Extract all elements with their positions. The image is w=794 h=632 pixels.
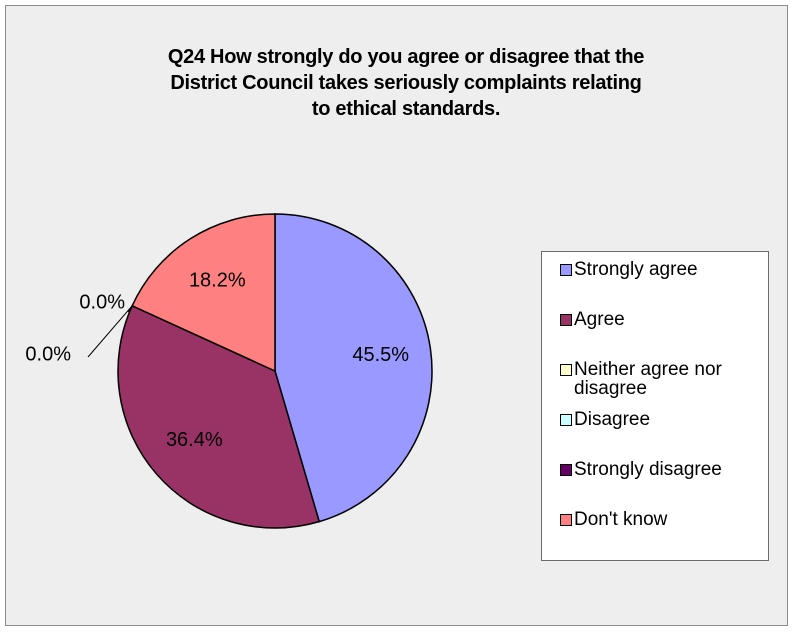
legend-label-dont-know: Don't know	[574, 510, 765, 529]
legend-swatch-neither	[560, 364, 572, 376]
legend-label-strongly-agree: Strongly agree	[574, 260, 765, 279]
legend-label-neither: Neither agree nor disagree	[574, 360, 765, 398]
legend-item-disagree: Disagree	[560, 410, 765, 429]
data-label-disagree: 0.0%	[79, 291, 125, 313]
legend-label-strongly-agree-line-1: Strongly agree	[574, 259, 698, 280]
chart-title-line-2: District Council takes seriously complai…	[170, 72, 642, 94]
legend-swatch-strongly-disagree	[560, 464, 572, 476]
legend-label-agree-line-1: Agree	[574, 309, 625, 330]
legend-item-agree: Agree	[560, 310, 765, 329]
legend-item-strongly-disagree: Strongly disagree	[560, 460, 765, 479]
data-label-neither: 0.0%	[25, 343, 71, 365]
pie-slice-strongly-agree	[274, 213, 433, 523]
pie-slice-dont-know	[131, 213, 276, 373]
legend-item-dont-know: Don't know	[560, 510, 765, 529]
data-label-dont-know: 18.2%	[189, 269, 246, 291]
pie-slice-agree	[117, 304, 321, 529]
chart-title-line-3: to ethical standards.	[311, 98, 501, 120]
data-label-strongly-agree: 45.5%	[352, 344, 409, 366]
legend: Strongly agree Agree Neither agree nor d…	[541, 251, 769, 561]
legend-label-disagree-line-1: Disagree	[574, 409, 651, 430]
legend-label-neither-line-1: Neither agree nor	[574, 359, 722, 380]
legend-label-strongly-disagree-line-1: Strongly disagree	[574, 459, 722, 480]
legend-label-neither-line-2: disagree	[574, 378, 647, 399]
legend-label-dont-know-line-1: Don't know	[574, 509, 668, 530]
legend-item-neither: Neither agree nor disagree	[560, 360, 765, 398]
data-label-agree: 36.4%	[166, 429, 223, 451]
legend-swatch-agree	[560, 314, 572, 326]
leader-line-disagree	[127, 305, 133, 313]
legend-swatch-dont-know	[560, 514, 572, 526]
legend-label-disagree: Disagree	[574, 410, 765, 429]
legend-swatch-strongly-agree	[560, 264, 572, 276]
chart-title: Q24 How strongly do you agree or disagre…	[66, 44, 746, 122]
legend-item-strongly-agree: Strongly agree	[560, 260, 765, 279]
legend-swatch-disagree	[560, 414, 572, 426]
legend-label-strongly-disagree: Strongly disagree	[574, 460, 765, 479]
leader-line-neither	[87, 305, 133, 358]
legend-label-agree: Agree	[574, 310, 765, 329]
chart-title-line-1: Q24 How strongly do you agree or disagre…	[167, 46, 645, 68]
